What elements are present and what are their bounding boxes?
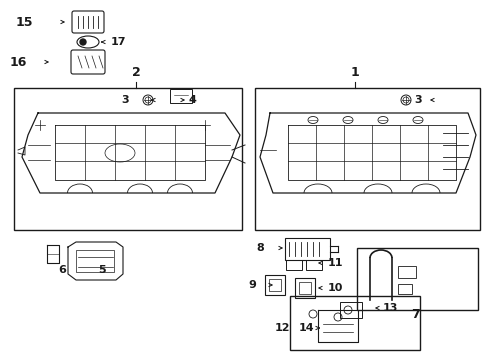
Bar: [170, 89, 192, 103]
Bar: [294, 278, 314, 298]
Text: 11: 11: [326, 258, 342, 268]
Text: 10: 10: [326, 283, 342, 293]
Bar: [305, 260, 321, 270]
Text: 1: 1: [350, 66, 359, 78]
Bar: [268, 279, 281, 291]
Bar: [356, 248, 477, 310]
Text: 7: 7: [411, 309, 420, 321]
Bar: [14, 88, 242, 230]
Text: 5: 5: [98, 265, 105, 275]
Text: 4: 4: [188, 95, 196, 105]
Bar: [339, 302, 361, 318]
Bar: [397, 266, 415, 278]
Text: 14: 14: [298, 323, 313, 333]
Text: 8: 8: [256, 243, 264, 253]
Bar: [254, 88, 479, 230]
Bar: [397, 284, 411, 294]
Text: 6: 6: [58, 265, 66, 275]
Text: 3: 3: [413, 95, 421, 105]
Text: 17: 17: [110, 37, 125, 47]
Text: 12: 12: [274, 323, 289, 333]
Text: 16: 16: [9, 55, 27, 68]
Text: 15: 15: [15, 15, 33, 28]
Bar: [298, 282, 310, 294]
Bar: [285, 238, 329, 260]
Text: 13: 13: [382, 303, 397, 313]
Text: 9: 9: [247, 280, 255, 290]
Text: 3: 3: [121, 95, 128, 105]
Bar: [285, 260, 302, 270]
Bar: [289, 296, 419, 350]
Bar: [264, 275, 285, 295]
Text: 2: 2: [131, 66, 140, 78]
Bar: [76, 250, 114, 272]
Circle shape: [80, 39, 86, 45]
